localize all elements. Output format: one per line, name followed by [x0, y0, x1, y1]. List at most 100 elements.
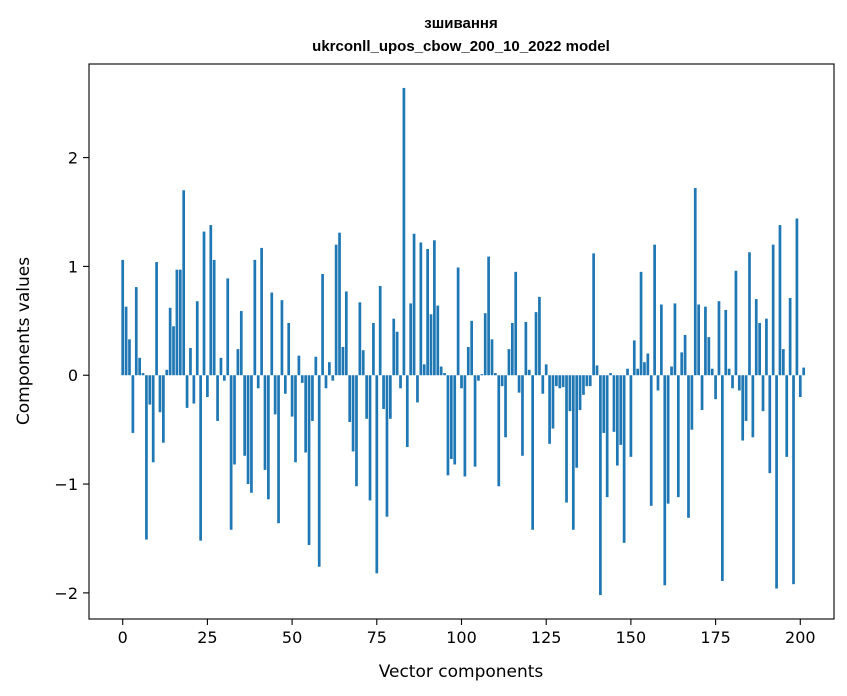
bar: [165, 369, 169, 376]
bar: [673, 303, 677, 376]
bar: [209, 225, 213, 376]
bar: [405, 375, 409, 448]
bar: [697, 304, 701, 376]
bar: [236, 349, 240, 376]
bar: [710, 368, 714, 376]
bar: [416, 375, 419, 403]
x-tick-label: 175: [700, 628, 731, 647]
bar: [477, 375, 480, 381]
bar: [646, 353, 650, 376]
bar: [222, 375, 226, 381]
bar: [588, 375, 592, 387]
bar: [507, 349, 511, 376]
bar: [351, 375, 355, 452]
bar: [212, 259, 216, 376]
bar: [683, 334, 687, 376]
bar: [168, 307, 172, 376]
bar: [429, 314, 433, 376]
bar: [453, 375, 457, 465]
bar: [653, 244, 656, 376]
bar: [246, 375, 250, 485]
bar: [676, 375, 680, 498]
bar: [483, 313, 487, 376]
bar: [656, 375, 660, 391]
bar: [758, 323, 761, 376]
bar: [727, 368, 731, 376]
bar: [555, 375, 558, 387]
bar: [172, 326, 175, 376]
bar: [134, 287, 138, 376]
bar: [138, 357, 141, 376]
bar: [639, 271, 643, 376]
y-tick-label: 2: [68, 149, 78, 168]
bar: [527, 369, 531, 376]
bar: [202, 231, 206, 376]
bar: [754, 299, 758, 376]
bar: [548, 375, 551, 444]
bar: [622, 375, 626, 543]
bar: [189, 348, 192, 376]
bar: [605, 375, 609, 498]
bar: [155, 262, 158, 376]
bar: [151, 375, 155, 463]
bar: [219, 357, 223, 376]
bar: [700, 375, 704, 411]
bar: [389, 375, 392, 419]
bar: [521, 375, 524, 456]
bar: [314, 356, 318, 376]
bar: [670, 366, 673, 376]
bar: [660, 304, 663, 376]
bar: [582, 375, 585, 395]
bar: [795, 218, 799, 376]
bar: [311, 375, 314, 421]
bar: [331, 375, 335, 381]
bar: [243, 375, 247, 456]
bar: [341, 346, 345, 376]
x-tick-label: 200: [785, 628, 816, 647]
x-tick-label: 75: [367, 628, 387, 647]
bar: [131, 375, 135, 433]
bar: [771, 244, 775, 376]
bar: [568, 375, 572, 412]
bar: [128, 339, 131, 376]
bar: [297, 355, 301, 376]
bar: [602, 375, 606, 433]
bar: [439, 366, 443, 376]
bar: [267, 375, 270, 500]
bar: [182, 190, 186, 376]
bar: [175, 269, 179, 376]
bar: [358, 302, 362, 376]
bar: [392, 318, 396, 376]
bar: [480, 374, 484, 376]
bar: [744, 375, 748, 421]
bar: [324, 375, 328, 389]
bar: [300, 375, 304, 383]
bar: [321, 274, 324, 376]
bar: [422, 364, 426, 376]
bar: [355, 375, 358, 487]
bar: [494, 373, 497, 376]
bar: [551, 375, 555, 429]
bar: [649, 375, 653, 506]
bar: [768, 375, 772, 474]
bar: [558, 375, 562, 389]
bar: [782, 349, 785, 376]
bar: [277, 375, 280, 524]
bar: [595, 365, 599, 376]
bar: [687, 375, 690, 518]
x-tick-label: 125: [531, 628, 562, 647]
bar: [178, 269, 182, 376]
bar: [792, 375, 795, 585]
bar: [307, 375, 311, 545]
bar: [500, 375, 504, 387]
bar: [317, 375, 321, 567]
bar: [802, 367, 806, 376]
bar: [741, 375, 745, 441]
bar: [365, 375, 368, 419]
x-axis-label: Vector components: [379, 662, 544, 682]
bar: [690, 375, 694, 430]
bar: [348, 375, 352, 423]
bar: [141, 373, 145, 376]
bar: [592, 253, 595, 376]
